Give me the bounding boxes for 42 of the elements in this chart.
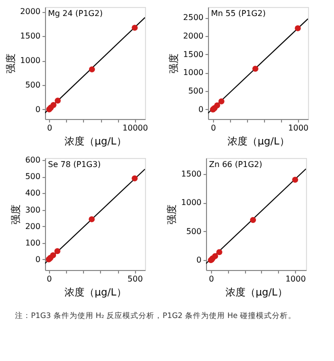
y-tick-label: 600 — [25, 156, 40, 165]
y-axis-title: 强度 — [10, 204, 22, 224]
y-tick-label: 1500 — [181, 170, 202, 179]
y-tick-label: 1000 — [183, 68, 204, 78]
y-tick-label: 0 — [35, 104, 40, 114]
x-axis-title: 浓度（µg/L） — [226, 286, 288, 298]
chart-title: Se 78 (P1G3) — [48, 160, 101, 169]
x-tick-label: 0 — [46, 274, 52, 284]
x-axis-title: 浓度（µg/L） — [64, 136, 126, 148]
y-tick-label: 1500 — [183, 50, 204, 59]
y-tick-label: 500 — [25, 80, 40, 90]
y-tick-label: 200 — [25, 222, 40, 231]
y-tick-label: 500 — [25, 172, 40, 182]
y-tick-label: 0 — [35, 254, 40, 264]
y-tick-label: 100 — [25, 238, 40, 248]
chart-title: Zn 66 (P1G2) — [209, 160, 262, 169]
y-tick-label: 2500 — [183, 13, 204, 22]
chart-title: Mn 55 (P1G2) — [211, 9, 266, 18]
x-tick-label: 500 — [128, 274, 143, 284]
x-axis-title: 浓度（µg/L） — [228, 136, 290, 148]
y-tick-label: 500 — [188, 86, 204, 96]
y-tick-label: 2000 — [20, 7, 40, 16]
y-axis-title: 强度 — [5, 54, 18, 74]
x-tick-label: 0 — [210, 124, 216, 132]
x-axis-title: 浓度（µg/L） — [64, 286, 126, 298]
x-tick-label: 0 — [47, 124, 52, 132]
y-tick-label: 0 — [198, 104, 204, 114]
y-tick-label: 1000 — [181, 198, 202, 208]
y-tick-label: 500 — [186, 226, 202, 236]
x-tick-label: 1000 — [288, 124, 308, 132]
y-tick-label: 300 — [25, 205, 40, 214]
y-axis-title: 强度 — [166, 204, 178, 224]
y-axis-title: 强度 — [168, 54, 180, 74]
y-tick-label: 1000 — [20, 56, 40, 66]
y-tick-label: 0 — [196, 256, 202, 265]
y-tick-label: 2000 — [183, 32, 204, 41]
y-tick-label: 400 — [25, 188, 40, 198]
y-tick-label: 1500 — [20, 32, 40, 41]
x-tick-label: 10000 — [122, 124, 148, 132]
chart-title: Mg 24 (P1G2) — [48, 9, 103, 18]
x-tick-label: 1000 — [285, 274, 306, 284]
x-tick-label: 0 — [208, 274, 214, 284]
